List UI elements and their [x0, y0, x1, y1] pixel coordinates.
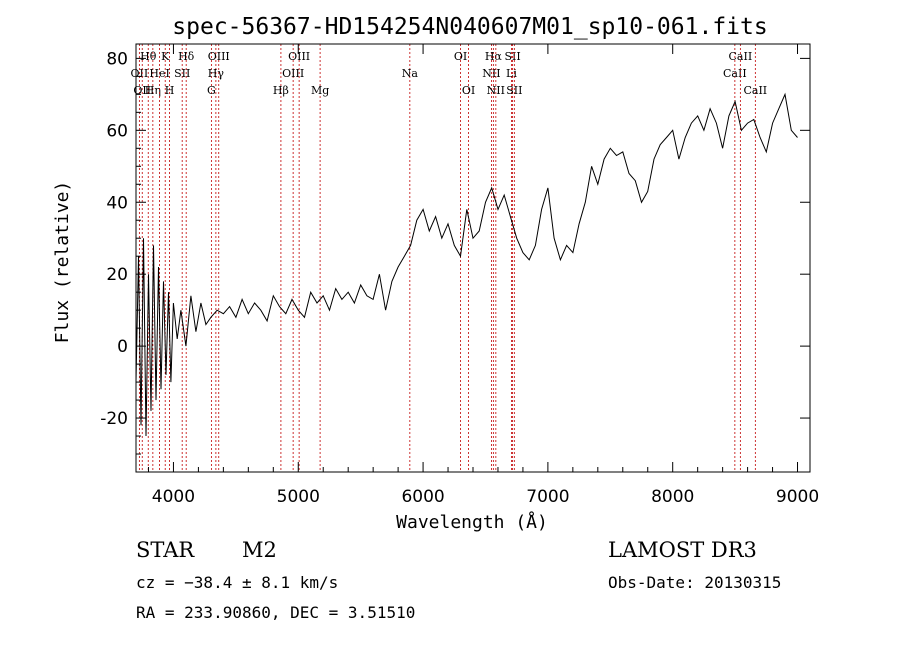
x-tick-label: 7000	[526, 487, 569, 507]
marker-label-h: H	[165, 84, 175, 97]
x-tick-label: 6000	[401, 487, 444, 507]
observation-date: Obs-Date: 20130315	[608, 573, 782, 592]
marker-label-hγ: Hγ	[208, 67, 225, 80]
marker-label-g: G	[207, 84, 216, 97]
marker-label-k: K	[161, 50, 170, 63]
coordinates: RA = 233.90860, DEC = 3.51510	[136, 603, 416, 622]
marker-label-oi: OI	[462, 84, 475, 97]
y-tick-label: -20	[100, 409, 128, 429]
marker-label-li: Li	[506, 67, 517, 80]
marker-label-oii: OII	[131, 67, 149, 80]
marker-label-oi: OI	[454, 50, 467, 63]
marker-label-oiii: OIII	[208, 50, 230, 63]
marker-label-hα: Hα	[485, 50, 503, 63]
object-type: STAR	[136, 538, 195, 562]
marker-label-mg: Mg	[311, 84, 329, 97]
x-tick-label: 9000	[776, 487, 819, 507]
x-tick-label: 4000	[152, 487, 195, 507]
marker-label-oii: OII	[133, 84, 151, 97]
marker-label-caii: CaII	[729, 50, 753, 63]
marker-label-oiii: OIII	[288, 50, 310, 63]
x-axis-label: Wavelength (Å)	[396, 511, 548, 533]
marker-label-oiii: OIII	[282, 67, 304, 80]
x-axis-ticks: 4000 5000 6000 7000 8000 9000	[147, 44, 819, 507]
y-tick-label: 80	[106, 49, 128, 69]
y-axis-ticks: -20 0 20 40 60 80	[100, 49, 810, 455]
chart-title: spec-56367-HD154254N040607M01_sp10-061.f…	[172, 14, 767, 40]
x-tick-label: 8000	[651, 487, 694, 507]
marker-label-sii: SII	[174, 67, 190, 80]
marker-label-na: Na	[402, 67, 419, 80]
redshift-velocity: cz = −38.4 ± 8.1 km/s	[136, 573, 339, 592]
marker-label-caii: CaII	[723, 67, 747, 80]
y-tick-label: 20	[106, 265, 128, 285]
marker-label-sii: SII	[504, 50, 520, 63]
object-subclass: M2	[242, 538, 277, 562]
marker-label-nii: NII	[487, 84, 505, 97]
y-axis-label: Flux (relative)	[52, 181, 73, 344]
y-tick-label: 40	[106, 193, 128, 213]
marker-label-nii: NII	[482, 67, 500, 80]
series-line-flux	[135, 92, 798, 437]
marker-label-hδ: Hδ	[178, 50, 195, 63]
y-tick-label: 0	[117, 337, 128, 357]
marker-label-hβ: Hβ	[273, 84, 289, 97]
marker-label-hη: Hη	[145, 84, 161, 97]
emission-line-markers: OII OII Hθ Hη HeI K H SII Hδ G Hγ OIII Hβ OIII OIII Mg N…	[131, 44, 767, 472]
marker-label-hei: HeI	[149, 67, 169, 80]
plot-frame	[135, 43, 811, 473]
marker-label-caii: CaII	[743, 84, 767, 97]
survey-name: LAMOST DR3	[608, 538, 757, 562]
x-tick-label: 5000	[277, 487, 320, 507]
y-tick-label: 60	[106, 121, 128, 141]
marker-label-sii: SII	[506, 84, 522, 97]
marker-label-hθ: Hθ	[140, 50, 157, 63]
